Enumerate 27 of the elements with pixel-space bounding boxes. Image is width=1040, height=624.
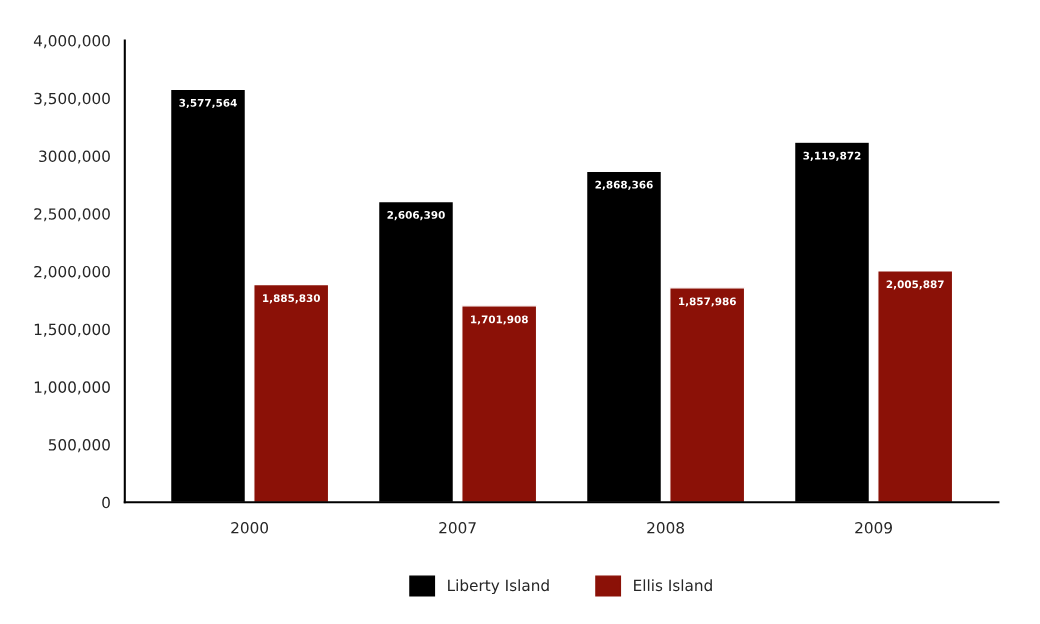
data-label: 2,606,390 [387,210,445,221]
bar [461,305,538,503]
bar [877,270,954,503]
data-label: 2,005,887 [886,280,944,290]
y-tick-label: 4,000,000 [33,35,110,49]
data-label: 3,577,564 [179,98,237,109]
x-tick-label: 2000 [231,522,269,534]
data-label: 1,701,908 [471,315,528,325]
legend-label: Liberty Island [448,579,549,595]
bar [253,283,330,503]
y-tick-label: 2,000,000 [34,265,110,280]
data-label: 1,885,830 [263,294,321,304]
y-tick-label: 3,500,000 [34,92,110,106]
data-label: 1,857,986 [679,297,736,307]
x-tick-label: 2007 [439,522,476,534]
y-tick-label: 0 [102,496,110,509]
y-tick-label: 2,500,000 [34,208,110,222]
x-tick-label: 2009 [855,522,892,534]
data-label: 2,868,366 [595,180,653,190]
bar [669,287,746,503]
y-tick-label: 1,500,000 [34,323,110,337]
y-tick-label: 500,000 [48,439,110,453]
data-label: 3,119,872 [803,151,861,161]
y-tick-label: 3000,000 [39,150,110,164]
legend-label: Ellis Island [634,579,712,592]
x-tick-label: 2008 [647,522,684,534]
y-tick-label: 1,000,000 [34,381,110,395]
